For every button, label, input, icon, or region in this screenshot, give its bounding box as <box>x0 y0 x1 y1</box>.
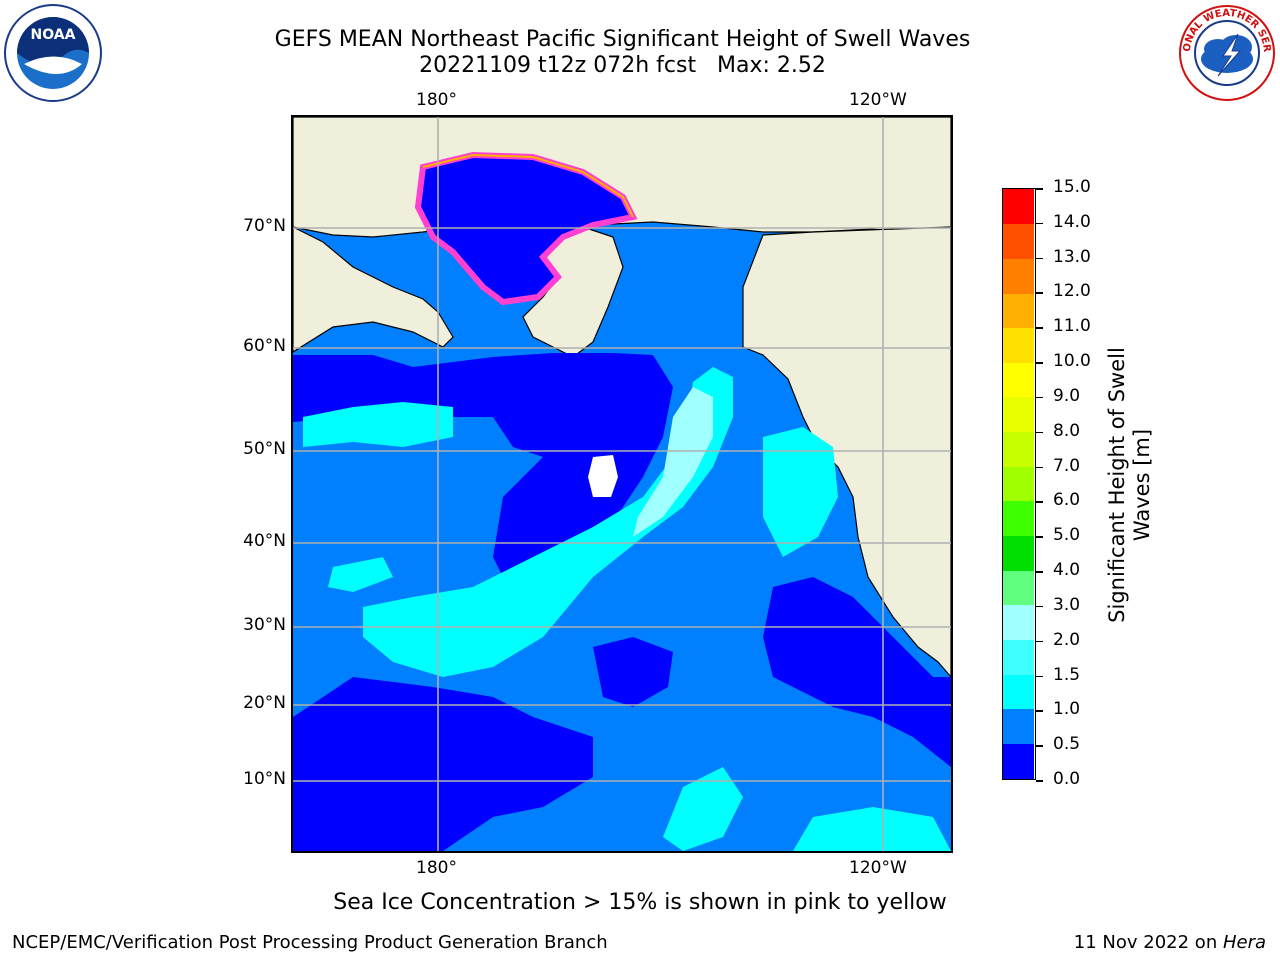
swell-band-east <box>763 427 838 557</box>
lat-label-10n: 10°N <box>243 769 286 789</box>
colorbar-segment <box>1003 708 1034 744</box>
footer-right: 11 Nov 2022 on Hera <box>1074 932 1266 953</box>
chart-title: GEFS MEAN Northeast Pacific Significant … <box>274 27 971 52</box>
colorbar-segment <box>1003 535 1034 571</box>
colorbar-tick-label: 5.0 <box>1053 525 1081 546</box>
colorbar-tick-mark <box>1036 188 1043 190</box>
colorbar-segment <box>1003 743 1034 779</box>
colorbar-tick-mark <box>1036 501 1043 503</box>
pacific-low-swell-south <box>293 677 593 851</box>
swell-band-main <box>363 367 733 677</box>
colorbar-tick-mark <box>1036 362 1043 364</box>
colorbar-segment <box>1003 604 1034 640</box>
chart-subtitle: 20221109 t12z 072h fcst Max: 2.52 <box>419 53 826 78</box>
colorbar-tick-label: 3.0 <box>1053 594 1081 615</box>
swell-west-mid <box>328 557 393 592</box>
caption: Sea Ice Concentration > 15% is shown in … <box>333 890 947 915</box>
colorbar-tick-label: 13.0 <box>1053 246 1091 267</box>
colorbar-segment <box>1003 362 1034 398</box>
colorbar-tick-mark <box>1036 327 1043 329</box>
colorbar-tick-label: 12.0 <box>1053 281 1091 302</box>
colorbar-tick-label: 2.0 <box>1053 629 1081 650</box>
colorbar-tick-mark <box>1036 396 1043 399</box>
colorbar-tick-mark <box>1036 710 1043 712</box>
missing-data-patch <box>588 455 618 497</box>
colorbar-segment <box>1003 327 1034 363</box>
colorbar-tick-mark <box>1036 431 1043 434</box>
colorbar-segment <box>1003 570 1034 606</box>
lat-label-50n: 50°N <box>243 439 286 459</box>
nws-logo: NATIONAL WEATHER SERVICE <box>1174 0 1276 102</box>
noaa-text: NOAA <box>31 27 76 43</box>
pacific-low-swell-east <box>763 577 951 767</box>
colorbar-segment <box>1003 639 1034 675</box>
colorbar-tick-mark <box>1036 257 1043 260</box>
colorbar-tick-mark <box>1036 675 1043 678</box>
colorbar-tick-label: 0.0 <box>1053 769 1081 789</box>
colorbar-tick-label: 0.5 <box>1053 734 1081 755</box>
graticule <box>293 117 951 851</box>
lat-label-30n: 30°N <box>243 615 286 635</box>
colorbar-tick-label: 6.0 <box>1053 490 1081 511</box>
colorbar-segment <box>1003 466 1034 502</box>
colorbar-tick-mark <box>1036 571 1043 573</box>
colorbar-segment <box>1003 500 1034 537</box>
colorbar-segment <box>1003 223 1034 259</box>
colorbar-segment <box>1003 189 1034 225</box>
colorbar-segment <box>1003 674 1034 710</box>
footer-left: NCEP/EMC/Verification Post Processing Pr… <box>12 932 608 953</box>
lon-label-bottom-180: 180° <box>416 858 457 878</box>
colorbar-tick-label: 9.0 <box>1053 385 1081 406</box>
lat-label-40n: 40°N <box>243 531 286 551</box>
colorbar-tick-label: 11.0 <box>1053 316 1091 337</box>
colorbar-tick-label: 8.0 <box>1053 420 1081 441</box>
swell-south-mid <box>663 767 743 851</box>
colorbar-label: Significant Height of Swell Waves [m] <box>1105 347 1154 623</box>
colorbar-tick-mark <box>1036 222 1043 225</box>
colorbar-tick-mark <box>1036 745 1043 747</box>
colorbar-tick-mark <box>1036 292 1043 294</box>
pacific-low-swell-hawaii <box>593 637 673 707</box>
colorbar-tick-mark <box>1036 466 1043 469</box>
colorbar-segment <box>1003 292 1034 329</box>
colorbar-segment <box>1003 396 1034 433</box>
footer-date: 11 Nov 2022 on <box>1073 932 1223 953</box>
colorbar-tick-label: 4.0 <box>1053 560 1081 581</box>
colorbar-segment <box>1003 258 1034 294</box>
colorbar-tick-label: 14.0 <box>1053 211 1091 232</box>
lon-label-top-180: 180° <box>416 90 457 110</box>
colorbar-tick-label: 10.0 <box>1053 351 1091 372</box>
lat-label-70n: 70°N <box>243 216 286 236</box>
colorbar-tick-mark <box>1036 640 1043 643</box>
colorbar-segment <box>1003 431 1034 467</box>
colorbar-tick-mark <box>1036 780 1043 782</box>
colorbar-tick-label: 15.0 <box>1053 177 1091 197</box>
swell-band-core <box>633 387 713 537</box>
lat-label-60n: 60°N <box>243 336 286 356</box>
colorbar <box>1002 188 1036 780</box>
lat-label-20n: 20°N <box>243 693 286 713</box>
colorbar-tick-mark <box>1036 605 1043 608</box>
colorbar-tick-label: 1.5 <box>1053 664 1081 685</box>
swell-band-west <box>303 402 453 447</box>
map-panel <box>291 115 953 853</box>
swell-south-east <box>793 807 951 851</box>
noaa-logo: NOAA <box>4 4 102 102</box>
land-siberia <box>293 226 454 353</box>
colorbar-tick-label: 7.0 <box>1053 455 1081 476</box>
lon-label-top-120w: 120°W <box>849 90 907 110</box>
colorbar-tick-label: 1.0 <box>1053 699 1081 720</box>
footer-host: Hera <box>1222 932 1266 953</box>
lon-label-bottom-120w: 120°W <box>849 858 907 878</box>
colorbar-tick-mark <box>1036 536 1043 538</box>
